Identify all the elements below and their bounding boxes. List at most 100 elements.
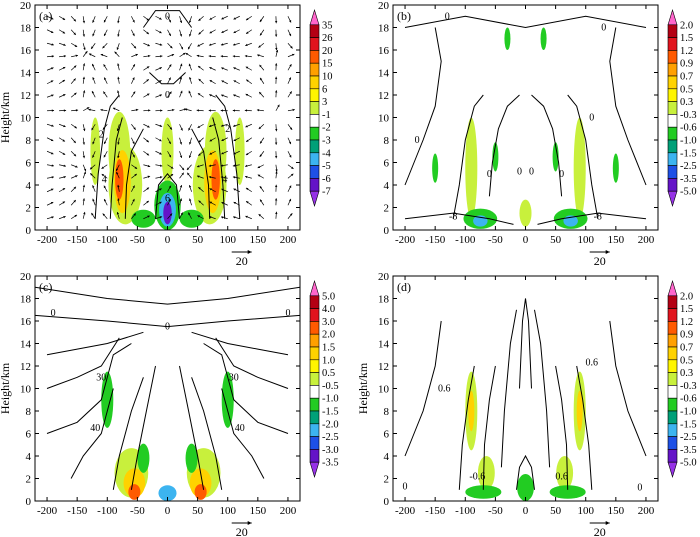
colorbar-label: 0.3 [680,368,693,379]
colorbar-label: -3.5 [322,458,339,469]
wind-vector-head [159,188,162,191]
wind-vector-head [189,142,192,145]
y-tick-label: 20 [20,271,32,283]
y-tick-label: 8 [384,135,390,147]
contour-label: 0 [285,308,290,319]
colorbar-swatch [667,75,678,90]
contour-label: 6 [165,194,170,205]
wind-vector-head [233,201,237,205]
wind-vector-head [50,17,54,20]
colorbar-swatch [667,126,678,141]
wind-vector-head [184,108,188,111]
wind-vector-head [288,198,292,202]
wind-vector-head [208,164,212,167]
y-tick-label: 12 [378,361,389,373]
wind-vector-head [275,169,278,172]
shaded-region-4 [492,142,499,172]
wind-vector-head [160,55,163,58]
colorbar-label: 0.5 [322,368,335,379]
x-tick-label: 150 [250,505,267,517]
wind-vector-head [51,164,54,167]
wind-vector-head [75,109,79,112]
wind-vector-head [168,199,171,202]
wind-vector-head [182,52,186,56]
wind-vector-head [92,63,95,67]
wind-vector-head [83,168,87,172]
wind-vector-head [220,43,224,46]
colorbar-swatch [309,37,320,51]
wind-vector-head [168,141,171,144]
y-tick-label: 14 [378,339,390,351]
wind-vector-head [233,43,236,46]
wind-vector-head [159,43,163,46]
wind-vector-head [170,174,174,177]
wind-vector-head [245,66,249,69]
wind-vector-head [114,51,117,55]
x-tick-label: 50 [192,505,204,517]
y-tick-label: 16 [20,316,32,328]
panel-label: (a) [39,9,52,23]
y-tick-label: 14 [378,68,390,80]
colorbar-label: 1.0 [322,355,335,366]
y-tick-label: 6 [384,158,390,170]
wind-vector-head [257,165,261,169]
wind-vector-head [275,47,278,51]
colorbar-label: -1.5 [680,148,697,159]
wind-vector-head [103,64,106,67]
wind-vector-head [168,33,171,36]
wind-vector-head [168,19,171,23]
wind-vector-head [209,80,213,83]
wind-vector-head [233,152,236,155]
wind-vector-head [132,19,135,23]
wind-vector-head [180,63,183,67]
y-tick-label: 8 [26,406,32,418]
colorbar-cap-bottom [309,190,320,208]
contour-label: 0 [529,167,534,178]
wind-vector-head [63,54,67,58]
colorbar-swatch [667,423,678,437]
x-tick-label: -50 [130,505,145,517]
contour-line-8 [155,173,180,219]
contour-line-10 [130,365,156,490]
colorbar-swatch [309,423,320,437]
wind-vector-head [51,67,54,70]
contour-label: 2 [225,124,230,135]
wind-vector-head [103,19,107,23]
wind-vector-head [179,77,183,80]
shaded-region-7 [194,484,207,500]
panel-label: (c) [39,280,52,294]
wind-vector-head [260,199,263,202]
colorbar-label: -5.0 [680,458,697,469]
plot-area: 0.6 0.6 -0.6 0.6 0 0 [393,276,658,501]
wind-vector-head [51,176,54,179]
x-tick-label: 50 [550,505,562,517]
wind-vector-head [291,166,294,169]
x-tick-label: -150 [67,505,88,517]
wind-vector-head [209,67,212,70]
wind-vector-head [232,176,236,179]
contour-line-4 [500,309,517,468]
colorbar-swatch [667,165,678,179]
shaded-region-4 [477,456,495,490]
colorbar-label: 1.5 [322,343,335,354]
wind-vector-head [146,79,149,82]
shaded-region-7 [465,485,502,499]
y-tick-label: 2 [26,474,32,486]
wind-vector-head [245,152,249,156]
contour-label: 4 [222,174,227,185]
colorbar-swatch [667,359,678,373]
wind-vector-head [146,31,149,35]
contour-line-8 [516,454,535,490]
wind-vector-head [220,164,224,167]
colorbar-swatch [309,139,320,154]
contour-label: 4 [102,174,107,185]
colorbar-label: 2.0 [322,330,335,341]
wind-vector-head [179,198,183,201]
wind-vector-head [159,139,162,142]
wind-vector-head [209,124,212,128]
colorbar-swatch [667,385,678,399]
contour-line-13 [35,286,300,305]
wind-vector-head [147,125,150,128]
wind-vector-head [233,17,236,20]
wind-vector-head [82,142,86,145]
